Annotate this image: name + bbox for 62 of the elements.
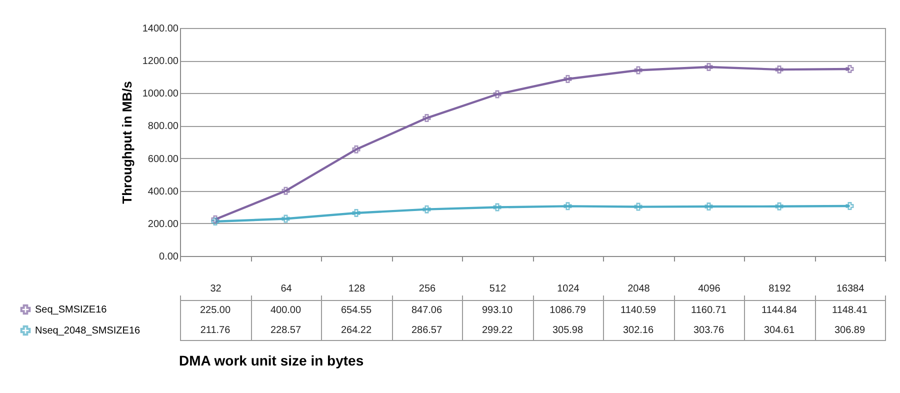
point [846, 202, 854, 210]
data-label: 1148.41 [832, 305, 868, 316]
data-label: 303.76 [693, 325, 724, 336]
data-label: 302.16 [622, 325, 654, 336]
data-label: 1144.84 [762, 305, 798, 316]
point [422, 205, 431, 214]
data-label: 847.06 [411, 305, 442, 316]
point [422, 114, 431, 122]
point [211, 215, 220, 224]
x-axis-title: DMA work unit size in bytes [179, 352, 364, 368]
data-label: 305.98 [552, 325, 584, 336]
data-label: 225.00 [200, 305, 231, 316]
y-axis-title: Throughput in MB/s [119, 81, 134, 204]
data-label: 286.57 [411, 325, 442, 336]
data-label: 299.22 [482, 325, 513, 336]
y-tick-label: 1000.00 [142, 88, 179, 100]
y-tick-label: 200.00 [148, 218, 179, 230]
point [846, 64, 854, 73]
x-tick-label: 512 [489, 284, 507, 294]
y-tick-label: 400.00 [148, 186, 179, 198]
y-tick-label: 600.00 [148, 154, 179, 165]
point [282, 214, 290, 223]
point [352, 208, 360, 217]
point [775, 66, 784, 74]
point [704, 202, 713, 211]
data-label: 228.57 [270, 325, 302, 336]
legend-label: Seq_SMSIZE16 [35, 304, 108, 316]
data-label: 264.22 [340, 325, 372, 336]
data-label: 654.55 [340, 305, 372, 316]
y-tick-label: 1400.00 [142, 24, 179, 34]
data-label: 211.76 [200, 325, 231, 336]
y-tick-label: 0.00 [159, 252, 179, 262]
x-tick-label: 64 [280, 284, 292, 294]
x-tick-label: 16384 [836, 284, 865, 294]
point [634, 202, 642, 211]
point [775, 202, 784, 210]
x-tick-label: 2048 [628, 284, 650, 294]
point [352, 145, 360, 154]
data-label: 993.10 [482, 305, 513, 316]
point [211, 218, 220, 226]
x-tick-label: 128 [348, 284, 366, 294]
legend-label: Nseq_2048_SMSIZE16 [35, 326, 140, 336]
x-tick-label: 256 [418, 284, 436, 294]
y-tick-label: 1200.00 [142, 56, 179, 68]
point [704, 62, 713, 71]
x-tick-label: 32 [210, 284, 222, 294]
point [564, 75, 572, 84]
x-tick-label: 4096 [698, 284, 721, 294]
data-label: 306.89 [834, 325, 866, 336]
x-tick-label: 1024 [557, 284, 580, 294]
point [493, 90, 502, 98]
data-label: 304.61 [764, 325, 795, 336]
point [564, 202, 572, 210]
y-tick-label: 800.00 [148, 121, 179, 132]
point [634, 66, 642, 74]
data-label: 1086.79 [550, 305, 586, 316]
point [493, 203, 502, 212]
point [282, 186, 290, 195]
x-tick-label: 8192 [768, 284, 792, 294]
data-label: 400.00 [270, 305, 302, 316]
data-label: 1140.59 [620, 305, 656, 316]
data-label: 1160.71 [691, 305, 727, 316]
